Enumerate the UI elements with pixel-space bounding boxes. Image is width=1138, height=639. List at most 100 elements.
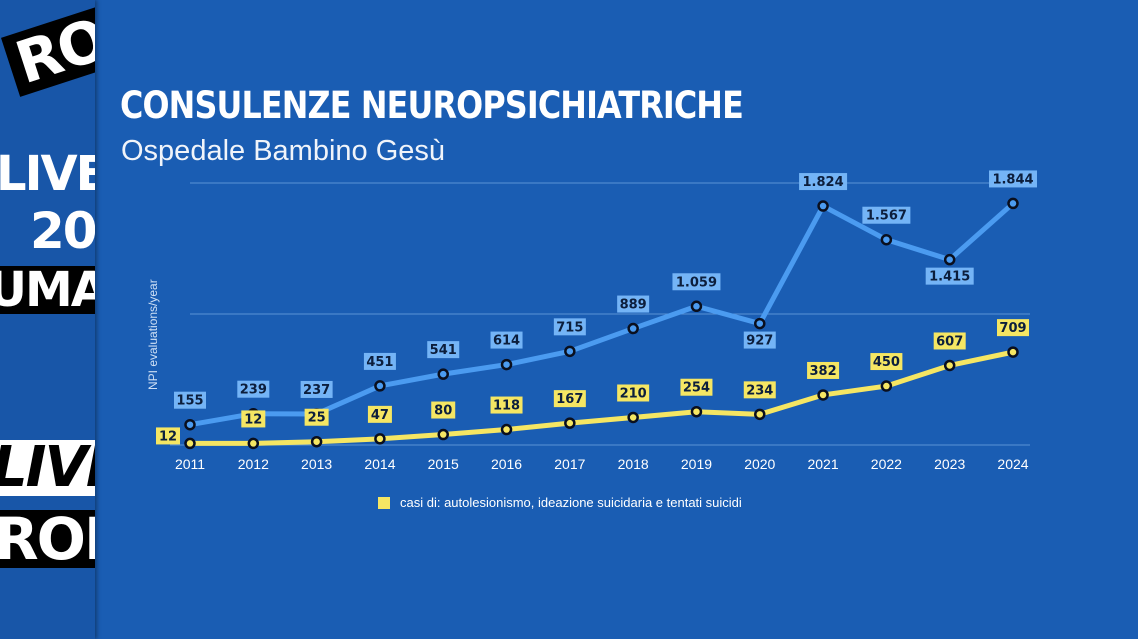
chart-title: CONSULENZE NEUROPSICHIATRICHE — [120, 84, 744, 127]
data-point — [310, 435, 323, 448]
data-label-box — [617, 384, 650, 402]
data-point — [880, 233, 893, 246]
data-label-box — [431, 401, 456, 419]
data-point — [247, 437, 260, 450]
data-label: 155 — [176, 394, 203, 409]
data-point — [564, 345, 576, 358]
data-point — [184, 418, 196, 431]
data-point — [437, 428, 449, 441]
data-label-box — [237, 380, 270, 398]
logo-20: 20 — [30, 202, 95, 260]
series-total: 155 239 237 451 541 614 715 889 1.059 927 1.824 1.5… — [174, 170, 1037, 431]
x-tick-label: 2016 — [491, 456, 522, 472]
data-point — [690, 405, 703, 418]
data-point — [754, 317, 766, 330]
data-label: 47 — [371, 408, 389, 423]
data-point — [374, 380, 386, 392]
data-label-box — [553, 318, 586, 336]
data-point — [437, 368, 449, 380]
chart-subtitle: Ospedale Bambino Gesù — [121, 135, 446, 167]
data-label-box — [490, 331, 523, 349]
data-label: 1.844 — [992, 172, 1033, 187]
logo-uma: UMA — [0, 266, 95, 314]
data-point — [627, 411, 639, 424]
data-label: 237 — [303, 383, 330, 398]
x-tick-label: 2024 — [997, 456, 1028, 472]
data-label: 1.567 — [866, 209, 907, 224]
data-label-box — [617, 295, 650, 313]
data-point — [817, 200, 829, 212]
data-label-box — [174, 391, 206, 409]
data-label: 167 — [556, 392, 583, 407]
data-label: 541 — [430, 343, 457, 358]
data-label-box — [427, 341, 460, 359]
y-axis-label: NPI evaluations/year — [146, 279, 160, 390]
data-label-box — [241, 410, 266, 428]
series-self-harm: 12 12 25 47 80 118 167 210 254 234 382 450 607 709 — [156, 319, 1029, 450]
data-label: 889 — [620, 298, 647, 313]
data-label: 1.059 — [676, 275, 717, 290]
data-point — [500, 358, 513, 371]
data-point — [184, 437, 196, 450]
x-tick-label: 2019 — [681, 456, 712, 472]
data-label-box — [925, 267, 974, 285]
data-label-box — [490, 396, 523, 414]
data-label: 234 — [746, 383, 773, 398]
data-label: 80 — [434, 404, 452, 419]
data-point — [1007, 346, 1019, 358]
data-label: 451 — [366, 355, 393, 370]
data-label: 12 — [159, 429, 177, 444]
legend: casi di: autolesionismo, ideazione suici… — [378, 495, 742, 510]
data-point — [564, 417, 576, 429]
x-tick-label: 2014 — [364, 456, 395, 472]
data-point — [943, 253, 956, 266]
data-label: 709 — [999, 321, 1026, 336]
data-label: 1.415 — [929, 270, 970, 285]
data-label-box — [156, 427, 180, 445]
data-label: 12 — [244, 412, 262, 427]
data-label-box — [989, 170, 1037, 188]
data-label: 715 — [556, 320, 583, 335]
data-label-box — [553, 390, 586, 408]
data-label-box — [933, 332, 966, 350]
data-label: 450 — [873, 355, 900, 370]
x-tick-label: 2020 — [744, 456, 775, 472]
data-label-box — [300, 380, 333, 398]
data-label-box — [363, 352, 396, 370]
data-point — [500, 423, 513, 436]
data-label: 614 — [493, 334, 520, 349]
x-tick-label: 2012 — [238, 456, 269, 472]
data-label: 607 — [936, 334, 963, 349]
data-label: 1.824 — [803, 175, 844, 190]
x-tick-label: 2021 — [807, 456, 838, 472]
data-label: 382 — [810, 364, 837, 379]
data-label: 254 — [683, 381, 710, 396]
x-tick-label: 2022 — [871, 456, 902, 472]
data-point — [943, 359, 956, 372]
series-line — [190, 349, 1014, 446]
x-tick-label: 2017 — [554, 456, 585, 472]
data-label-box — [304, 408, 329, 426]
x-tick-label: 2015 — [428, 456, 459, 472]
side-logo-strip: RO LIVE 20 UMA LIVE RON — [0, 0, 95, 639]
data-label: 927 — [746, 334, 773, 349]
legend-swatch-yellow — [378, 496, 390, 509]
x-tick-label: 2018 — [618, 456, 649, 472]
logo-live: LIVE — [0, 146, 95, 202]
data-point — [627, 322, 639, 335]
data-label: 239 — [240, 383, 267, 398]
x-tick-label: 2013 — [301, 456, 332, 472]
data-label: 210 — [620, 386, 647, 401]
data-label: 25 — [308, 411, 326, 426]
data-label-box — [799, 173, 848, 191]
data-label-box — [680, 378, 713, 396]
data-point — [817, 389, 829, 401]
data-label-box — [743, 331, 776, 349]
logo-ron: RON — [0, 510, 95, 568]
data-point — [1007, 197, 1019, 210]
x-tick-label: 2023 — [934, 456, 965, 472]
data-label-box — [367, 405, 392, 423]
data-label-box — [997, 319, 1029, 337]
data-point — [754, 408, 766, 421]
data-label-box — [870, 353, 903, 371]
